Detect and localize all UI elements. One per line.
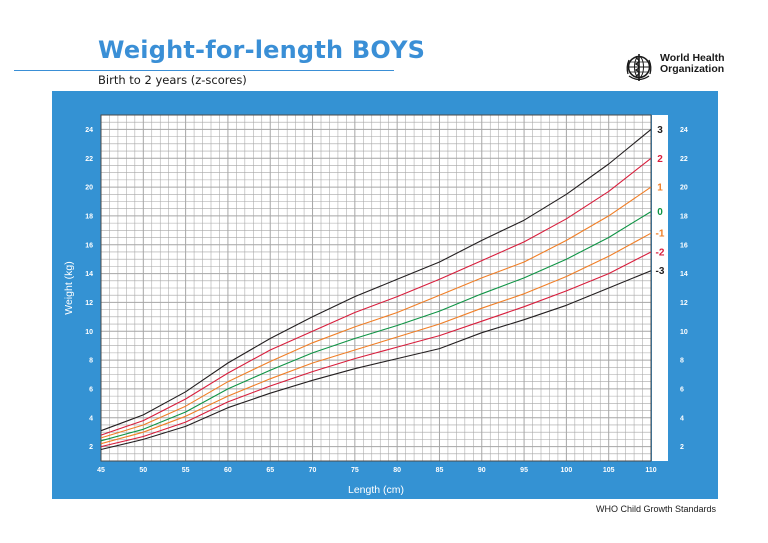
y-tick-label-left: 10 — [85, 329, 93, 336]
y-tick-label-right: 16 — [680, 242, 688, 249]
y-tick-label-right: 2 — [680, 444, 684, 451]
series-label-z2: 2 — [657, 154, 663, 165]
x-tick-label: 50 — [139, 467, 147, 474]
series-z3: 3 — [100, 125, 663, 432]
series-line-z1 — [100, 186, 652, 439]
x-tick-label: 100 — [561, 467, 573, 474]
y-tick-label-left: 6 — [89, 386, 93, 393]
x-tick-label: 75 — [351, 467, 359, 474]
y-tick-label-right: 8 — [680, 358, 684, 365]
series-label-z-1: -1 — [656, 229, 665, 240]
who-emblem-icon — [626, 54, 652, 81]
y-tick-label-left: 8 — [89, 358, 93, 365]
series-label-z-2: -2 — [656, 247, 665, 258]
who-wordmark: World Health Organization — [660, 53, 725, 75]
chart-panel: 45 50 55 60 65 70 75 80 85 90 95 100 105 110 2 2 4 4 6 6 8 8 1… — [52, 91, 718, 499]
series-z-3: -3 — [100, 266, 665, 451]
y-tick-label-right: 6 — [680, 386, 684, 393]
x-tick-label: 85 — [436, 467, 444, 474]
y-tick-label-right: 10 — [680, 329, 688, 336]
title-underline — [14, 70, 394, 71]
series-label-z-3: -3 — [656, 266, 665, 277]
y-tick-label-left: 24 — [85, 127, 93, 134]
series-label-z0: 0 — [657, 207, 663, 218]
series-z-2: -2 — [100, 247, 665, 448]
x-tick-label: 60 — [224, 467, 232, 474]
series-z-1: -1 — [100, 229, 665, 445]
series-line-z3 — [100, 128, 652, 432]
y-axis-title: Weight (kg) — [63, 261, 75, 315]
y-tick-label-right: 12 — [680, 300, 688, 307]
chart-subtitle: Birth to 2 years (z-scores) — [98, 73, 247, 87]
who-name-line2: Organization — [660, 63, 725, 75]
x-tick-label: 80 — [393, 467, 401, 474]
x-tick-label: 45 — [97, 467, 105, 474]
y-tick-label-left: 14 — [85, 271, 93, 278]
x-tick-label: 95 — [520, 467, 528, 474]
series-line-z2 — [100, 157, 652, 436]
x-tick-label: 105 — [603, 467, 615, 474]
series-z0: 0 — [100, 207, 663, 442]
footer-source: WHO Child Growth Standards — [595, 504, 716, 514]
y-tick-label-right: 4 — [680, 415, 684, 422]
series-label-z3: 3 — [657, 125, 663, 136]
x-tick-label: 110 — [645, 467, 656, 474]
y-tick-label-left: 20 — [85, 185, 93, 192]
y-tick-label-left: 12 — [85, 300, 93, 307]
x-tick-label: 90 — [478, 467, 486, 474]
series-z1: 1 — [100, 183, 663, 439]
y-tick-label-left: 22 — [85, 156, 93, 163]
y-tick-label-left: 2 — [89, 444, 93, 451]
series-label-z1: 1 — [657, 183, 663, 194]
y-tick-label-right: 18 — [680, 213, 688, 220]
y-tick-label-right: 22 — [680, 156, 688, 163]
series-line-z-3 — [100, 270, 652, 451]
y-tick-label-right: 20 — [680, 185, 688, 192]
x-axis-title: Length (cm) — [348, 484, 404, 496]
x-tick-label: 70 — [309, 467, 317, 474]
chart-title: Weight-for-length BOYS — [98, 36, 426, 64]
series-line-z0 — [100, 211, 652, 442]
y-tick-label-right: 24 — [680, 127, 688, 134]
label-strip — [652, 115, 668, 461]
series-line-z-1 — [100, 232, 652, 445]
x-tick-label: 65 — [266, 467, 274, 474]
series-z2: 2 — [100, 154, 663, 436]
y-tick-label-left: 18 — [85, 213, 93, 220]
y-tick-label-left: 16 — [85, 242, 93, 249]
y-tick-label-left: 4 — [89, 415, 93, 422]
series-line-z-2 — [100, 251, 652, 448]
who-name-line1: World Health — [660, 52, 725, 64]
x-tick-label: 55 — [182, 467, 190, 474]
plot-border — [100, 114, 652, 462]
y-tick-label-right: 14 — [680, 271, 688, 278]
